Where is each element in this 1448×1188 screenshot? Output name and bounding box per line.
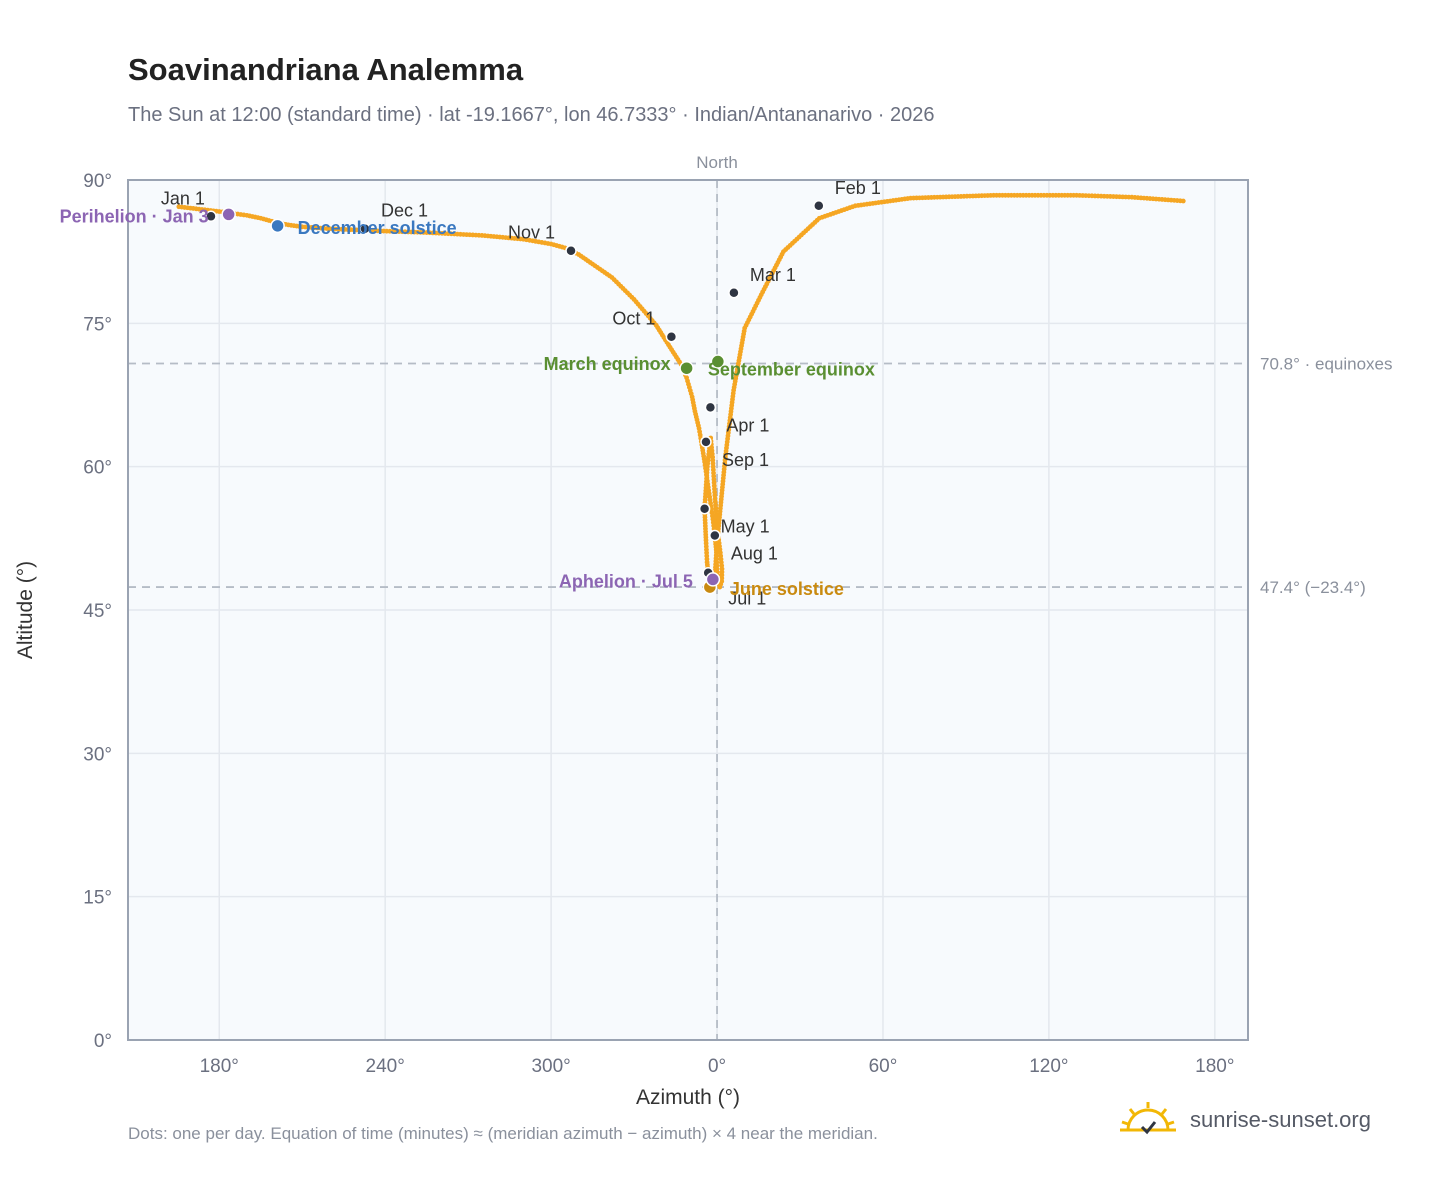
sun-logo-icon (1120, 1102, 1176, 1135)
month-marker (359, 222, 371, 235)
month-marker (665, 330, 678, 343)
chart-title: Soavinandriana Analemma (128, 52, 524, 87)
event-marker (270, 218, 285, 234)
month-label: May 1 (721, 517, 770, 537)
x-tick-label: 300° (531, 1056, 570, 1077)
chart-footnote: Dots: one per day. Equation of time (min… (128, 1124, 878, 1143)
month-label: Apr 1 (726, 415, 769, 435)
month-label: Oct 1 (612, 309, 655, 329)
event-marker (705, 572, 721, 587)
x-tick-label: 240° (366, 1056, 405, 1077)
x-tick-label: 180° (200, 1056, 239, 1077)
event-label: March equinox (544, 354, 671, 374)
x-axis-label: Azimuth (°) (636, 1086, 740, 1109)
plot-frame (127, 179, 1249, 1041)
chart-subtitle: The Sun at 12:00 (standard time) · lat -… (128, 104, 935, 126)
month-marker (700, 436, 712, 448)
month-label: Dec 1 (381, 201, 428, 221)
brand[interactable]: sunrise-sunset.org (1120, 1100, 1371, 1140)
month-marker (728, 287, 740, 299)
x-tick-label: 0° (708, 1056, 726, 1077)
x-tick-label: 180° (1195, 1056, 1234, 1077)
event-label: September equinox (708, 360, 875, 380)
event-label: Aphelion · Jul 5 (559, 571, 693, 591)
month-label: Jul 1 (728, 589, 766, 609)
month-marker (813, 200, 825, 212)
month-marker (565, 244, 577, 257)
y-tick-label: 15° (83, 888, 112, 909)
meridian-label: North (696, 153, 738, 172)
month-marker (205, 210, 217, 223)
event-marker (710, 354, 726, 369)
x-tick-label: 60° (869, 1056, 898, 1077)
brand-name: sunrise-sunset.org (1190, 1107, 1371, 1132)
y-axis-label: Altitude (°) (14, 561, 37, 659)
reference-line-label: 47.4° (−23.4°) (1260, 578, 1366, 597)
day-dot (1180, 198, 1186, 204)
month-label: Mar 1 (750, 265, 796, 285)
reference-line-label: 70.8° · equinoxes (1260, 354, 1393, 373)
month-label: Sep 1 (722, 450, 769, 470)
y-tick-label: 30° (83, 744, 112, 765)
x-tick-label: 120° (1029, 1056, 1068, 1077)
y-tick-label: 75° (83, 314, 112, 335)
y-tick-label: 60° (83, 458, 112, 479)
event-label: Perihelion · Jan 3 (60, 206, 209, 226)
event-label: June solstice (730, 579, 844, 599)
event-marker (221, 207, 236, 222)
month-label: Aug 1 (731, 543, 778, 563)
y-tick-label: 0° (94, 1031, 112, 1052)
event-marker (679, 360, 694, 376)
month-label: Feb 1 (835, 178, 881, 198)
y-tick-label: 90° (83, 171, 112, 192)
event-label: December solstice (298, 218, 457, 238)
month-marker (709, 529, 721, 542)
month-marker (704, 401, 717, 414)
month-label: Nov 1 (508, 223, 555, 243)
y-tick-label: 45° (83, 601, 112, 622)
month-label: Jan 1 (161, 188, 205, 208)
month-marker (698, 502, 711, 515)
